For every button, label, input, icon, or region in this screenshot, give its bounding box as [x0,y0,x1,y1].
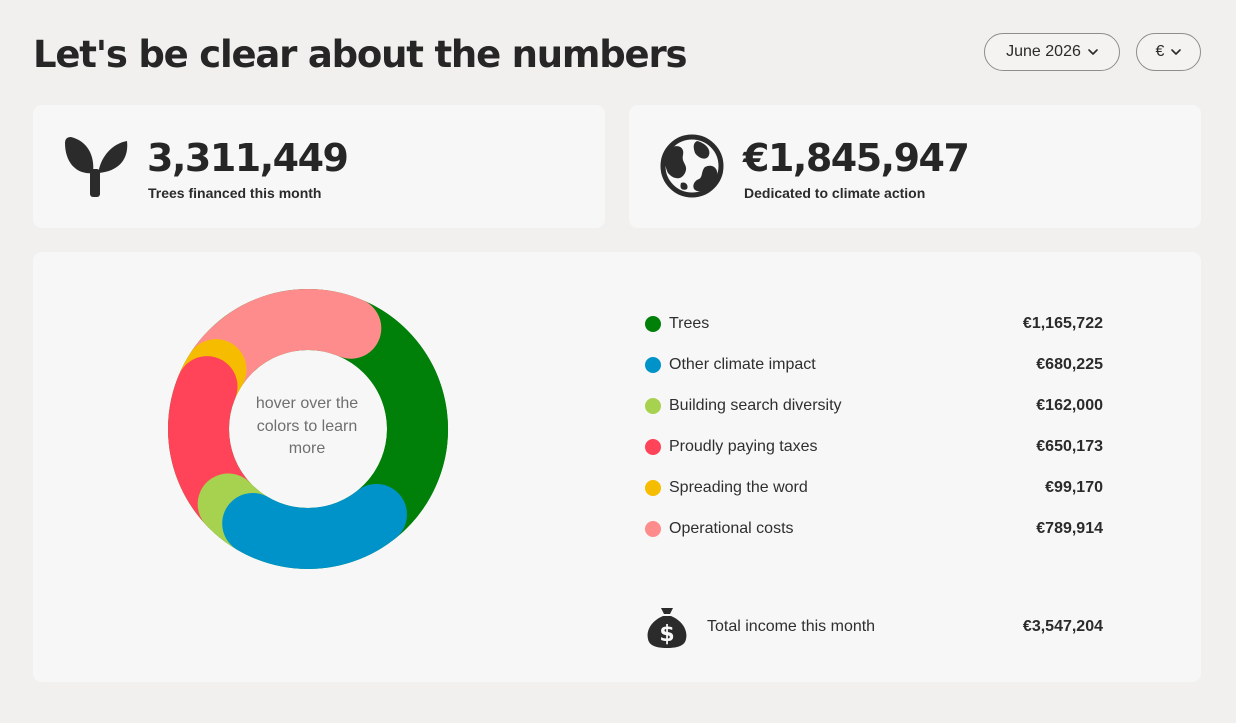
donut-slice-other-climate-impact[interactable] [222,483,407,569]
legend-item[interactable]: Trees €1,165,722 [645,312,1103,336]
legend-item[interactable]: Spreading the word €99,170 [645,476,1103,500]
sprout-icon [65,137,128,197]
legend-value: €650,173 [1036,438,1103,455]
legend-label: Spreading the word [669,479,808,496]
chevron-down-icon [1171,49,1182,55]
currency-select-label: € [1155,43,1165,60]
legend-label: Proudly paying taxes [669,438,818,455]
legend-value: €789,914 [1036,520,1103,537]
month-select-label: June 2026 [1006,43,1081,60]
legend-swatch [645,316,661,332]
climate-stat-card: €1,845,947 Dedicated to climate action [629,105,1201,228]
legend-swatch [645,480,661,496]
donut-slice-trees[interactable] [337,300,448,539]
month-select[interactable]: June 2026 [984,33,1120,71]
legend-label: Operational costs [669,520,794,537]
trees-stat-card: 3,311,449 Trees financed this month [33,105,605,228]
legend-item[interactable]: Operational costs €789,914 [645,517,1103,541]
total-income-label: Total income this month [707,618,876,635]
legend-swatch [645,439,661,455]
legend-label: Building search diversity [669,397,842,414]
chevron-down-icon [1088,49,1098,55]
legend-item[interactable]: Other climate impact €680,225 [645,353,1103,377]
legend-swatch [645,357,661,373]
legend-value: €1,165,722 [1022,315,1103,332]
legend-swatch [645,521,661,537]
globe-icon [660,134,724,198]
legend-label: Other climate impact [669,356,816,373]
page-title: Let's be clear about the numbers [33,33,688,76]
svg-text:$: $ [659,622,674,647]
legend-item[interactable]: Building search diversity €162,000 [645,394,1103,418]
climate-action-label: Dedicated to climate action [744,185,926,201]
legend-value: €162,000 [1036,397,1103,414]
trees-financed-label: Trees financed this month [148,185,322,201]
climate-action-value: €1,845,947 [743,136,970,180]
donut-center-hint: hover over the colors to learn more [255,395,359,457]
legend-swatch [645,398,661,414]
legend-item[interactable]: Proudly paying taxes €650,173 [645,435,1103,459]
total-income-row: $ Total income this month €3,547,204 [645,604,1103,650]
legend-value: €99,170 [1045,479,1103,496]
legend-label: Trees [669,315,710,332]
trees-financed-value: 3,311,449 [147,136,349,180]
total-income-value: €3,547,204 [1022,618,1103,635]
currency-select[interactable]: € [1136,33,1201,71]
income-donut-chart[interactable] [158,279,458,579]
income-breakdown-card: hover over the colors to learn more Tree… [33,252,1201,682]
money-bag-icon: $ [647,608,687,648]
legend-value: €680,225 [1036,356,1103,373]
